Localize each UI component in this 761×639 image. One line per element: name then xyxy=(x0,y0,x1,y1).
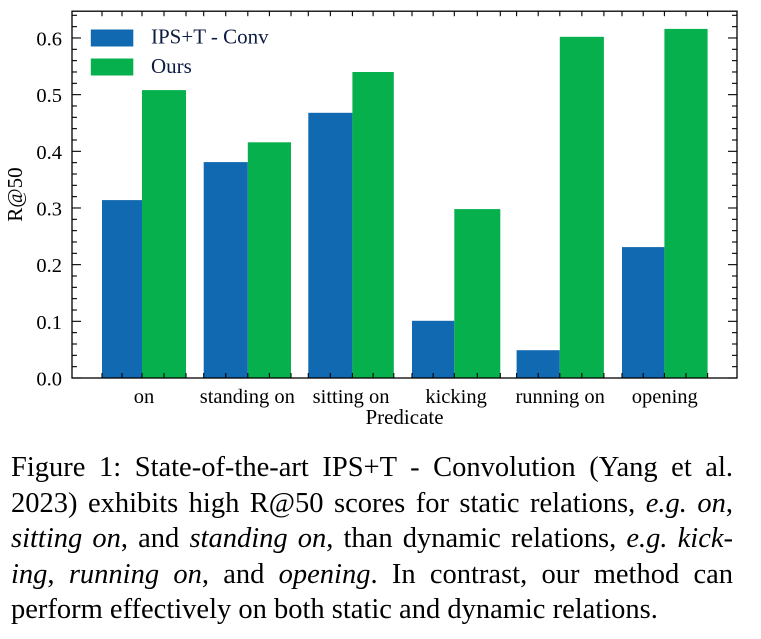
svg-text:R@50: R@50 xyxy=(3,167,27,221)
svg-text:on: on xyxy=(134,386,155,408)
svg-text:0.3: 0.3 xyxy=(36,199,62,221)
svg-text:IPS+T - Conv: IPS+T - Conv xyxy=(151,25,269,49)
svg-text:0.2: 0.2 xyxy=(36,255,62,277)
svg-text:0.5: 0.5 xyxy=(36,85,62,107)
svg-text:Ours: Ours xyxy=(151,54,192,78)
svg-text:Predicate: Predicate xyxy=(365,405,443,429)
svg-text:0.6: 0.6 xyxy=(36,28,62,50)
svg-text:0.4: 0.4 xyxy=(36,142,62,164)
svg-text:standing on: standing on xyxy=(200,386,295,408)
svg-text:0.1: 0.1 xyxy=(36,312,62,334)
svg-text:opening: opening xyxy=(632,386,698,408)
svg-text:0.0: 0.0 xyxy=(36,369,62,391)
svg-text:running on: running on xyxy=(515,386,604,408)
